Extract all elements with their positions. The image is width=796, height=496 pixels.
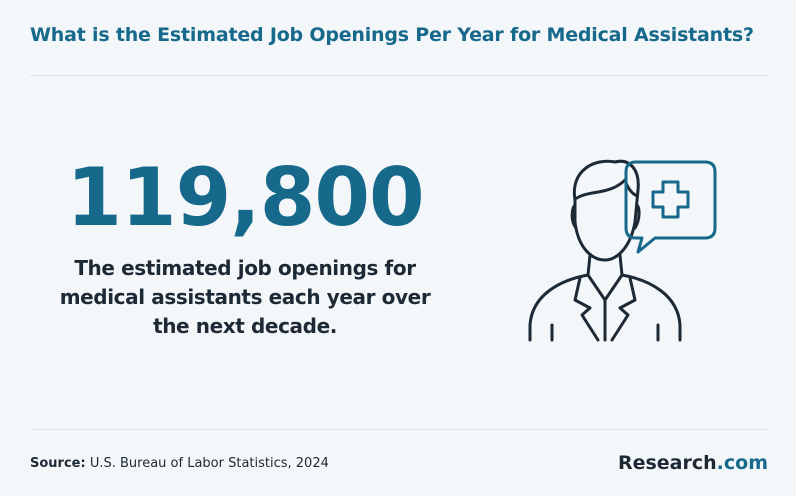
source: Source: U.S. Bureau of Labor Statistics,… xyxy=(30,456,329,471)
brand-logo: Research.com xyxy=(618,452,768,474)
stat-description: The estimated job openings for medical a… xyxy=(45,254,445,341)
stat-value: 119,800 xyxy=(66,151,424,244)
description-line: the next decade. xyxy=(153,314,337,338)
brand-name: Research xyxy=(617,452,717,474)
description-line: medical assistants each year over xyxy=(59,285,431,309)
source-label: Source: xyxy=(30,456,86,471)
source-text: U.S. Bureau of Labor Statistics, 2024 xyxy=(89,456,329,471)
divider xyxy=(30,429,768,430)
description-line: The estimated job openings for xyxy=(74,256,416,280)
brand-suffix: .com xyxy=(716,452,768,474)
divider xyxy=(30,75,768,76)
doctor-icon xyxy=(528,159,717,342)
title: What is the Estimated Job Openings Per Y… xyxy=(30,24,754,46)
